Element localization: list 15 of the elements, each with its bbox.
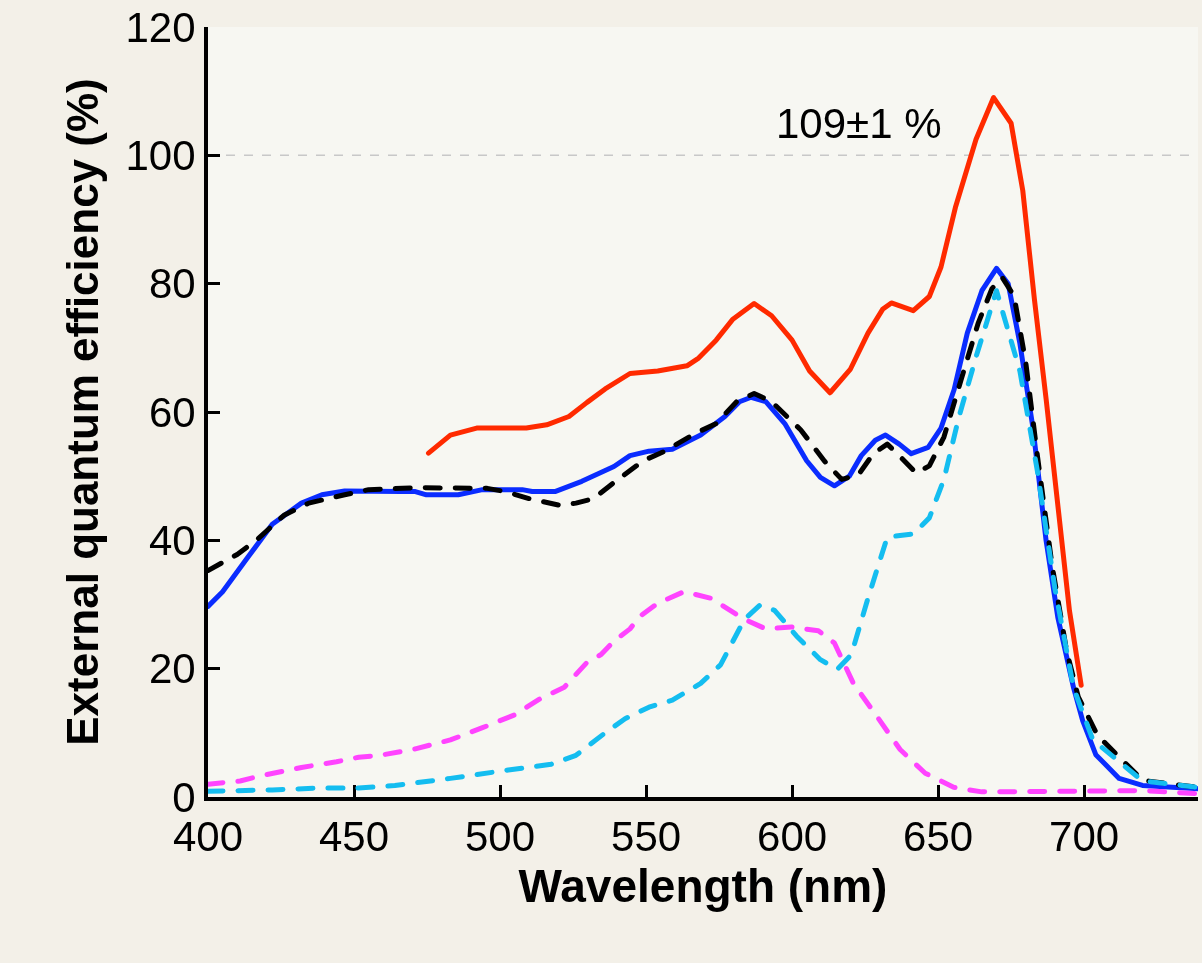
- x-axis-title: Wavelength (nm): [518, 860, 888, 913]
- y-tick-label: 40: [148, 517, 196, 565]
- y-tick-label: 20: [148, 645, 196, 693]
- x-tick-label: 700: [1049, 813, 1120, 861]
- x-tick-label: 650: [903, 813, 974, 861]
- y-tick-label: 60: [148, 388, 196, 436]
- x-tick-label: 450: [318, 813, 390, 861]
- x-tick-label: 550: [611, 813, 682, 861]
- y-tick-label: 100: [125, 132, 196, 180]
- annotation: 109±1 %: [776, 100, 942, 147]
- x-tick-label: 500: [465, 813, 536, 861]
- y-tick-label: 80: [148, 260, 196, 308]
- y-tick-label: 120: [125, 3, 196, 51]
- y-axis-title: External quantum efficiency (%): [58, 78, 108, 746]
- x-tick-label: 600: [757, 813, 828, 861]
